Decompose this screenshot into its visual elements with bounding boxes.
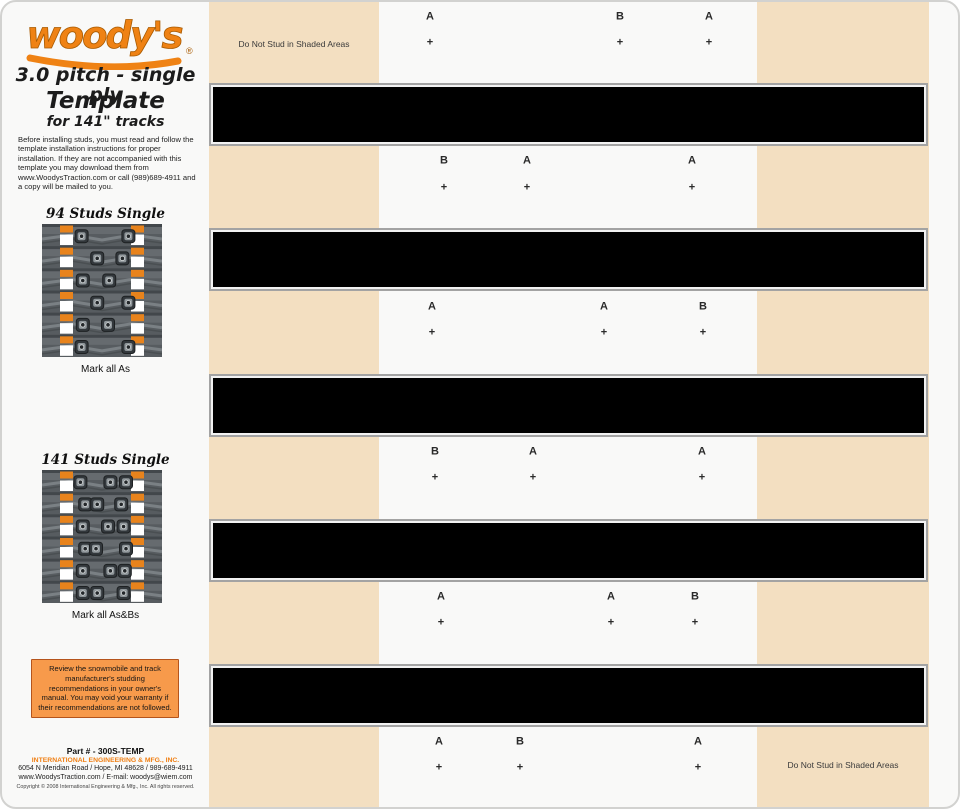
stud-mark-letter: A: [688, 154, 696, 167]
stud-mark-letter: B: [516, 735, 524, 748]
footer: Part # - 300S-TEMP INTERNATIONAL ENGINEE…: [2, 746, 209, 790]
black-bar: [209, 228, 928, 291]
stud-mark-letter: A: [698, 445, 706, 458]
stud-mark-cross: +: [705, 36, 713, 49]
stud-mark-letter: A: [607, 590, 615, 603]
stud-mark-cross: +: [437, 616, 445, 629]
stud-mark-cross: +: [616, 36, 624, 49]
part-number: Part # - 300S-TEMP: [66, 746, 145, 756]
stud-mark-letter: A: [694, 735, 702, 748]
do-not-stud-note-top: Do Not Stud in Shaded Areas: [238, 39, 350, 49]
title-template: Template: [46, 88, 165, 114]
stud-mark-cross: +: [440, 181, 448, 194]
stud-mark-cross: +: [699, 326, 707, 339]
track-image-141-studs: [41, 470, 163, 603]
stud-mark-cross: +: [694, 761, 702, 774]
stud-mark-letter: B: [691, 590, 699, 603]
stud-mark-cross: +: [688, 181, 696, 194]
copyright-line: Copyright © 2008 International Engineeri…: [16, 783, 195, 790]
do-not-stud-note-bottom: Do Not Stud in Shaded Areas: [787, 760, 899, 770]
stud-mark-letter: B: [431, 445, 439, 458]
stud-mark-cross: +: [600, 326, 608, 339]
stud-mark-letter: A: [435, 735, 443, 748]
stud-mark-letter: A: [705, 10, 713, 23]
stud-mark-cross: +: [428, 326, 436, 339]
stud-mark-letter: A: [426, 10, 434, 23]
caption-mark-all-as-and-bs: Mark all As&Bs: [71, 610, 140, 621]
stud-mark-letter: A: [600, 300, 608, 313]
company-name: INTERNATIONAL ENGINEERING & MFG., INC.: [31, 756, 180, 764]
stud-mark-letter: A: [529, 445, 537, 458]
company-web-email: www.WoodysTraction.com / E-mail: woodys@…: [18, 773, 193, 781]
stud-mark-letter: A: [523, 154, 531, 167]
registered-trademark: ®: [186, 46, 193, 56]
stud-mark-cross: +: [529, 471, 537, 484]
title-pitch: 3.0 pitch - single ply: [15, 64, 196, 106]
stud-mark-letter: A: [428, 300, 436, 313]
installation-instructions-text: Before installing studs, you must read a…: [18, 135, 196, 192]
stud-mark-cross: +: [607, 616, 615, 629]
stud-mark-letter: B: [440, 154, 448, 167]
black-bar: [209, 374, 928, 437]
track-image-94-studs: [41, 224, 163, 357]
black-bar: [209, 519, 928, 582]
stud-mark-cross: +: [426, 36, 434, 49]
black-bar: [209, 664, 928, 727]
stud-mark-cross: +: [523, 181, 531, 194]
company-address: 6054 N Meridian Road / Hope, MI 48628 / …: [18, 765, 193, 773]
stud-mark-letter: A: [437, 590, 445, 603]
section-title-141-studs: 141 Studs Single: [41, 452, 170, 468]
stud-mark-cross: +: [516, 761, 524, 774]
woodys-logo: woody's ®: [16, 8, 196, 71]
title-tracks: for 141" tracks: [46, 114, 165, 130]
stud-mark-letter: B: [616, 10, 624, 23]
stud-mark-cross: +: [691, 616, 699, 629]
caption-mark-all-as: Mark all As: [81, 364, 130, 375]
stud-mark-cross: +: [698, 471, 706, 484]
section-title-94-studs: 94 Studs Single: [46, 206, 165, 222]
logo-text: woody's: [27, 14, 183, 57]
stud-mark-cross: +: [435, 761, 443, 774]
warranty-warning-box: Review the snowmobile and track manufact…: [31, 659, 179, 718]
left-panel: woody's ® 3.0 pitch - single ply Templat…: [2, 2, 209, 807]
stud-mark-cross: +: [431, 471, 439, 484]
logo-swoosh: [26, 54, 182, 71]
black-bar: [209, 83, 928, 146]
stud-mark-letter: B: [699, 300, 707, 313]
